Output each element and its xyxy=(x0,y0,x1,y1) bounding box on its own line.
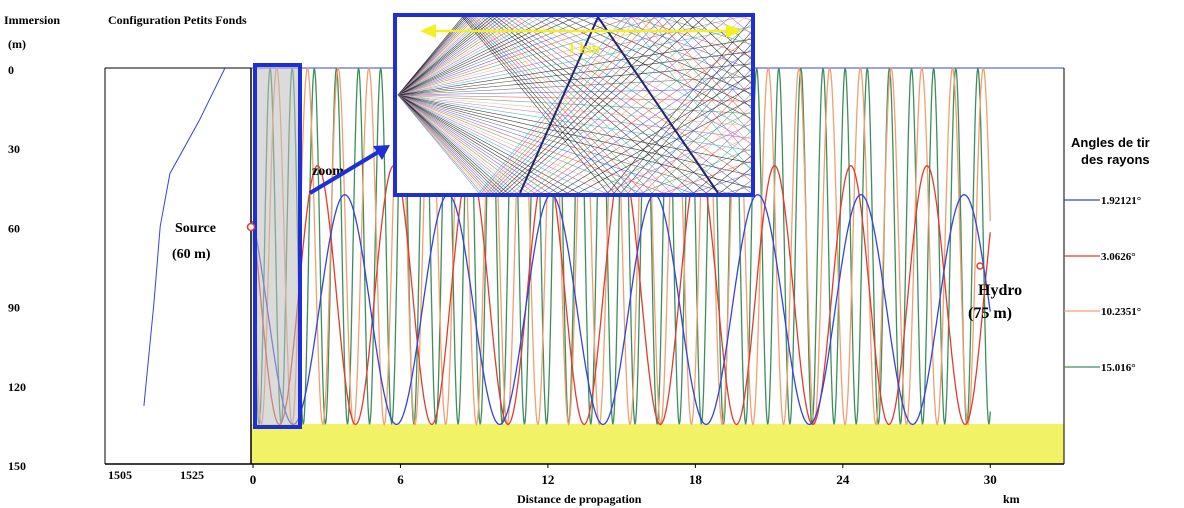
legend-title-line1: Angles de tir xyxy=(1071,135,1150,150)
inset-ray xyxy=(397,16,752,194)
inset-ray xyxy=(397,16,752,194)
inset-ray xyxy=(397,16,752,194)
y-axis-title-line2: (m) xyxy=(8,37,26,51)
source-label-line2: (60 m) xyxy=(172,247,211,262)
y-tick-labels: 0 30 60 90 120 150 xyxy=(8,63,26,473)
inset-ray xyxy=(397,16,752,194)
inset-ray xyxy=(397,16,752,194)
zoom-arrow-head xyxy=(373,145,390,160)
inset-ray xyxy=(397,16,752,194)
legend-label: 1.92121° xyxy=(1101,195,1141,207)
profile-tick-label: 1525 xyxy=(180,468,204,482)
profile-tick-label: 1505 xyxy=(108,468,132,482)
x-tick-label: 18 xyxy=(689,472,703,487)
zoom-arrow xyxy=(308,149,382,195)
ray-path xyxy=(252,194,991,426)
y-tick-label: 0 xyxy=(8,63,14,77)
ray-path xyxy=(252,66,991,427)
inset-ray xyxy=(397,16,752,194)
zoom-inset: 1 km xyxy=(393,13,755,197)
sound-speed-panel: 1505 1525 xyxy=(104,67,251,482)
x-tick-label: 12 xyxy=(541,472,554,487)
x-tick-label: 24 xyxy=(836,472,850,487)
inset-ray xyxy=(397,16,752,194)
receiver-marker xyxy=(976,262,984,270)
x-axis-unit: km xyxy=(1003,492,1020,506)
legend-label: 3.0626° xyxy=(1101,251,1136,263)
legend-items: 1.92121° 3.0626° 10.2351° 15.016° xyxy=(1064,195,1141,374)
y-tick-label: 60 xyxy=(8,221,20,235)
x-axis-title: Distance de propagation xyxy=(517,492,642,506)
x-tick-label: 30 xyxy=(984,472,997,487)
receiver-label-line1: Hydro xyxy=(978,282,1022,299)
inset-ray xyxy=(397,16,752,194)
inset-ray xyxy=(397,16,752,194)
inset-ray xyxy=(397,16,752,194)
scale-arrow-head-left xyxy=(420,24,436,38)
source-marker xyxy=(246,222,256,232)
zoom-highlight-box xyxy=(253,63,302,429)
x-tick-labels: 0 6 12 18 24 30 xyxy=(250,464,997,487)
inset-ray xyxy=(397,16,752,194)
inset-ray xyxy=(397,16,752,194)
source-label-line1: Source xyxy=(175,221,216,236)
y-tick-label: 90 xyxy=(8,301,20,315)
chart-title: Configuration Petits Fonds xyxy=(108,13,247,27)
inset-ray xyxy=(397,16,752,194)
inset-ray xyxy=(397,16,752,194)
y-tick-label: 150 xyxy=(8,459,26,473)
legend-title-line2: des rayons xyxy=(1081,152,1150,167)
scale-arrow-head-right xyxy=(726,24,742,38)
scale-bar-label: 1 km xyxy=(568,41,601,57)
x-tick-label: 0 xyxy=(250,472,257,487)
inset-ray xyxy=(397,16,752,194)
sound-speed-profile-line xyxy=(143,67,226,406)
y-tick-label: 30 xyxy=(8,142,20,156)
inset-ray xyxy=(397,16,752,194)
y-tick-label: 120 xyxy=(8,380,26,394)
legend: Angles de tir des rayons 1.92121° 3.0626°… xyxy=(1064,135,1150,374)
legend-label: 15.016° xyxy=(1101,362,1136,374)
inset-ray xyxy=(397,16,752,194)
inset-ray xyxy=(397,16,752,194)
seabed-layer xyxy=(251,424,1064,464)
y-axis-title-line1: Immersion xyxy=(4,13,60,27)
x-tick-label: 6 xyxy=(397,472,404,487)
zoom-inset-border xyxy=(393,13,755,197)
legend-label: 10.2351° xyxy=(1101,306,1141,318)
zoom-highlight-shade xyxy=(256,66,299,426)
inset-ray xyxy=(397,16,752,194)
receiver-label-line2: (75 m) xyxy=(968,305,1012,322)
